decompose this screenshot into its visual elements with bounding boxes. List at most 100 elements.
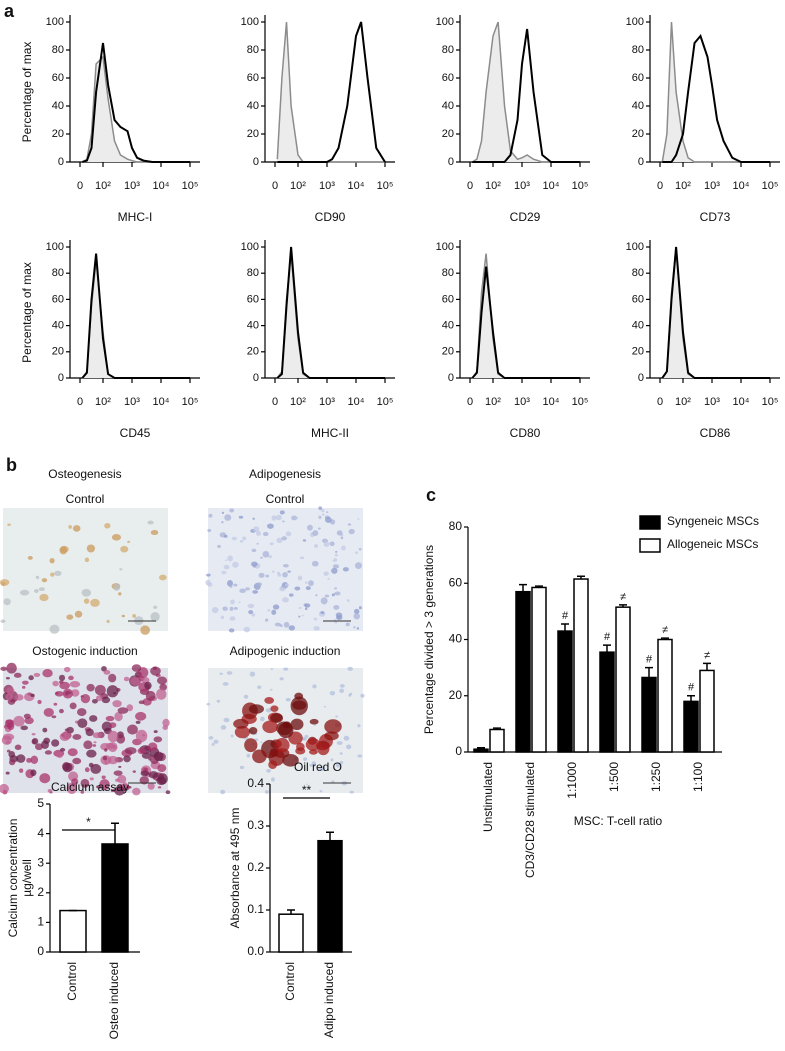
stain-spot (345, 622, 350, 627)
x-tick-label: 10³ (704, 180, 720, 192)
bar (683, 700, 699, 753)
stain-spot (223, 534, 228, 538)
stain-spot (270, 668, 274, 671)
stain-spot (298, 615, 301, 618)
stain-spot (248, 727, 258, 735)
stain-spot (50, 572, 55, 577)
y-tick-label: 0.1 (247, 902, 264, 916)
x-tick-label: 10⁵ (572, 396, 589, 408)
stain-spot (43, 737, 51, 744)
y-tick-label: 0 (253, 372, 259, 384)
stain-spot (309, 763, 313, 767)
stain-spot (318, 515, 322, 519)
stain-spot (317, 766, 321, 771)
stain-spot (245, 587, 250, 591)
error-bar (535, 585, 543, 588)
stain-spot (282, 754, 299, 767)
stain-spot (315, 594, 318, 597)
stain-spot (123, 676, 130, 682)
stain-spot (331, 593, 335, 597)
stain-spot (260, 716, 265, 722)
error-bar (287, 909, 295, 915)
y-tick-label: 0 (448, 372, 454, 384)
stain-spot (86, 544, 96, 553)
stain-spot (14, 744, 22, 751)
stain-spot (147, 742, 158, 752)
y-tick-label: 80 (632, 267, 644, 279)
stain-spot (54, 570, 62, 577)
y-tick-label: 40 (247, 320, 259, 332)
stain-spot (150, 530, 159, 536)
stain-spot (231, 536, 238, 541)
stain-spot (38, 587, 45, 592)
image-caption: Control (66, 492, 105, 506)
y-tick-label: 20 (247, 346, 259, 358)
stain-spot (251, 613, 256, 617)
y-tick-label: 100 (241, 16, 259, 28)
stain-spot (324, 594, 330, 598)
stain-spot (339, 752, 343, 755)
stain-spot (221, 511, 225, 514)
stain-spot (233, 718, 249, 729)
stain-spot (116, 734, 126, 744)
stain-spot (101, 775, 106, 780)
error-bar (619, 604, 627, 608)
stain-spot (228, 628, 235, 633)
stain-spot (37, 699, 42, 705)
stain-spot (222, 606, 228, 611)
error-bar (661, 637, 669, 640)
y-tick-label: 20 (247, 128, 259, 140)
stain-spot (5, 771, 10, 775)
stain-spot (334, 550, 338, 553)
stain-spot (274, 738, 290, 753)
stain-spot (35, 575, 40, 580)
stain-spot (288, 625, 296, 631)
stain-spot (357, 754, 363, 758)
stain-spot (83, 598, 90, 604)
stain-spot (347, 666, 354, 671)
stain-spot (313, 626, 320, 631)
stain-spot (282, 721, 292, 729)
stain-spot (104, 522, 111, 529)
stain-spot (343, 735, 350, 741)
y-tick-label: 0 (58, 372, 64, 384)
stain-spot (334, 620, 338, 624)
y-tick-label: 0 (638, 372, 644, 384)
stain-spot (264, 697, 275, 704)
stain-spot (242, 536, 247, 541)
stain-spot (84, 767, 90, 773)
y-tick-label: 80 (449, 519, 463, 533)
stain-spot (153, 605, 158, 609)
stain-spot (305, 581, 308, 584)
stain-spot (69, 702, 77, 710)
stain-spot (119, 568, 123, 571)
stain-spot (271, 609, 277, 615)
stain-spot (264, 618, 269, 622)
stain-spot (221, 570, 227, 575)
chart-title: Oil red O (294, 760, 342, 774)
stain-spot (16, 754, 26, 763)
bar (573, 578, 589, 753)
y-tick-label: 0 (253, 156, 259, 168)
stain-spot (339, 684, 345, 688)
stain-spot (360, 693, 365, 698)
stain-spot (239, 765, 245, 770)
stain-spot (59, 681, 70, 690)
stain-spot (308, 580, 314, 587)
stain-spot (52, 680, 59, 687)
stain-spot (320, 597, 328, 605)
stain-spot (304, 734, 309, 739)
panel-label: a (4, 1, 15, 21)
stain-spot (226, 671, 233, 675)
stain-spot (54, 690, 64, 697)
y-axis-label: Percentage divided > 3 generations (422, 545, 436, 734)
x-axis-label: MHC-II (311, 426, 349, 440)
stain-spot (334, 587, 338, 590)
y-tick-label: 0 (448, 156, 454, 168)
stain-spot (358, 606, 362, 610)
stain-spot (72, 525, 81, 532)
stain-spot (274, 622, 281, 627)
stain-spot (113, 692, 117, 695)
stain-spot (217, 544, 221, 549)
y-tick-label: 0.0 (247, 944, 264, 958)
